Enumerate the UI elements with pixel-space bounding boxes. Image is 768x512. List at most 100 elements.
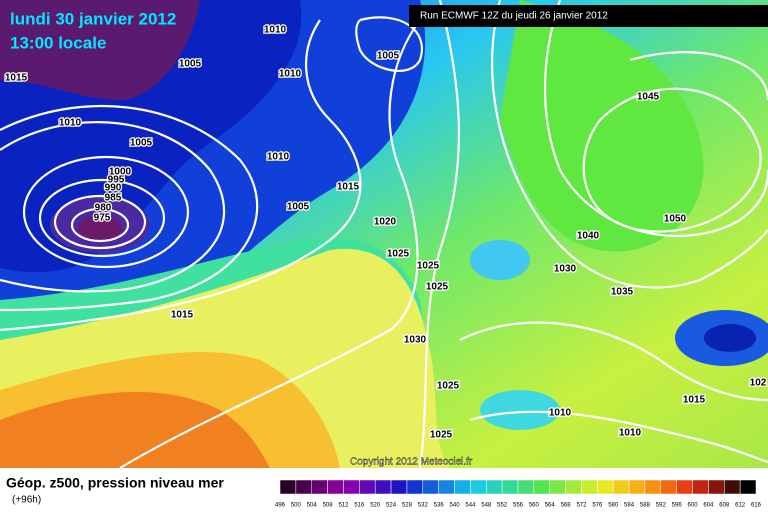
legend-swatch xyxy=(644,479,662,495)
legend-swatch xyxy=(660,479,677,495)
legend-label: 544 xyxy=(465,503,476,509)
isobar-label: 1050 xyxy=(664,214,687,225)
legend-swatch xyxy=(565,479,582,495)
legend-swatch xyxy=(533,479,550,495)
footer-title: Géop. z500, pression niveau mer xyxy=(6,475,224,491)
isobar-label: 1025 xyxy=(430,430,453,441)
legend-swatch xyxy=(374,479,392,495)
legend-swatch xyxy=(581,479,598,495)
date: lundi 30 janvier 2012 xyxy=(10,9,176,28)
legend-swatch xyxy=(517,479,535,495)
legend-label: 568 xyxy=(561,503,572,509)
legend-label: 616 xyxy=(751,503,762,509)
legend-label: 508 xyxy=(323,503,334,509)
legend: 496 500 504 508 512 516 520 524 528 532 536 540 544 5… xyxy=(275,479,762,509)
isobar-label: 1010 xyxy=(279,69,302,80)
isobar-label: 1045 xyxy=(637,92,660,103)
isobar-label: 1025 xyxy=(426,282,449,293)
legend-label: 532 xyxy=(418,503,429,509)
legend-label: 580 xyxy=(608,503,619,509)
legend-label: 564 xyxy=(545,503,556,509)
legend-swatch xyxy=(549,479,566,495)
legend-label: 572 xyxy=(576,503,587,509)
isobar-label: 1010 xyxy=(619,428,642,439)
time: 13:00 locale xyxy=(10,33,106,52)
run-info: Run ECMWF 12Z du jeudi 26 janvier 2012 xyxy=(420,11,608,22)
legend-swatch xyxy=(628,479,646,495)
isobar-label: 1005 xyxy=(377,51,400,62)
legend-label: 500 xyxy=(291,503,302,509)
isobar-label: 1040 xyxy=(577,231,600,242)
isobar-label: 1025 xyxy=(387,249,410,260)
legend-swatch xyxy=(295,479,312,495)
legend-label: 596 xyxy=(672,503,683,509)
isobar-label: 980 xyxy=(95,203,112,214)
isobar-label: 1035 xyxy=(611,287,634,298)
legend-swatch xyxy=(501,479,519,495)
isobar-label: 1015 xyxy=(337,182,360,193)
isobar-label: 102 xyxy=(750,378,767,389)
legend-swatch xyxy=(612,479,630,495)
isobar-label: 1015 xyxy=(683,395,706,406)
legend-label: 496 xyxy=(275,503,286,509)
isobar-label: 1010 xyxy=(267,152,290,163)
legend-swatch xyxy=(438,479,455,495)
legend-swatch xyxy=(327,479,344,495)
legend-swatch xyxy=(454,479,471,495)
isobar-label: 1015 xyxy=(171,310,194,321)
copyright: Copyright 2012 Meteociel.fr xyxy=(350,457,473,468)
isobar-label: 1030 xyxy=(404,335,427,346)
legend-swatch xyxy=(470,479,487,495)
isobar-label: 1010 xyxy=(264,25,287,36)
isobar-label: 1025 xyxy=(437,381,460,392)
isobar-label: 990 xyxy=(105,183,122,194)
legend-label: 612 xyxy=(735,503,746,509)
legend-label: 516 xyxy=(354,503,365,509)
isobar-label: 1010 xyxy=(549,408,572,419)
legend-swatch xyxy=(708,479,725,495)
legend-swatch xyxy=(406,479,424,495)
legend-swatch xyxy=(279,479,297,495)
legend-label: 588 xyxy=(640,503,651,509)
legend-label: 576 xyxy=(592,503,603,509)
legend-label: 556 xyxy=(513,503,524,509)
isobar-label: 1030 xyxy=(554,264,577,275)
isobar-label: 1000 xyxy=(109,167,132,178)
legend-swatch xyxy=(739,479,757,495)
legend-swatch xyxy=(692,479,709,495)
legend-swatch xyxy=(597,479,614,495)
map-field xyxy=(0,0,768,468)
legend-label: 600 xyxy=(688,503,699,509)
legend-label: 608 xyxy=(719,503,730,509)
legend-swatch xyxy=(343,479,360,495)
isobar-label: 1025 xyxy=(417,261,440,272)
legend-label: 536 xyxy=(434,503,445,509)
legend-swatch xyxy=(724,479,741,495)
legend-label: 524 xyxy=(386,503,397,509)
isobar-label: 975 xyxy=(94,213,111,224)
legend-label: 592 xyxy=(656,503,667,509)
isobar-label: 995 xyxy=(108,175,125,186)
legend-label: 604 xyxy=(703,503,714,509)
legend-label: 548 xyxy=(481,503,492,509)
legend-label: 540 xyxy=(450,503,461,509)
isobars xyxy=(0,0,768,468)
legend-label: 528 xyxy=(402,503,413,509)
isobar-label: 1010 xyxy=(59,118,82,129)
isobar-label: 1005 xyxy=(179,59,202,70)
legend-swatch xyxy=(311,479,328,495)
legend-label: 504 xyxy=(307,503,318,509)
isobar-label: 1020 xyxy=(374,217,397,228)
footer-lead: (+96h) xyxy=(12,495,41,506)
legend-swatch xyxy=(486,479,503,495)
isobar-label: 985 xyxy=(105,193,122,204)
legend-swatch xyxy=(676,479,693,495)
legend-swatch xyxy=(359,479,376,495)
isobar-label: 1005 xyxy=(287,202,310,213)
isobar-label: 1005 xyxy=(130,138,153,149)
legend-label: 512 xyxy=(338,503,349,509)
legend-label: 560 xyxy=(529,503,540,509)
legend-label: 584 xyxy=(624,503,635,509)
